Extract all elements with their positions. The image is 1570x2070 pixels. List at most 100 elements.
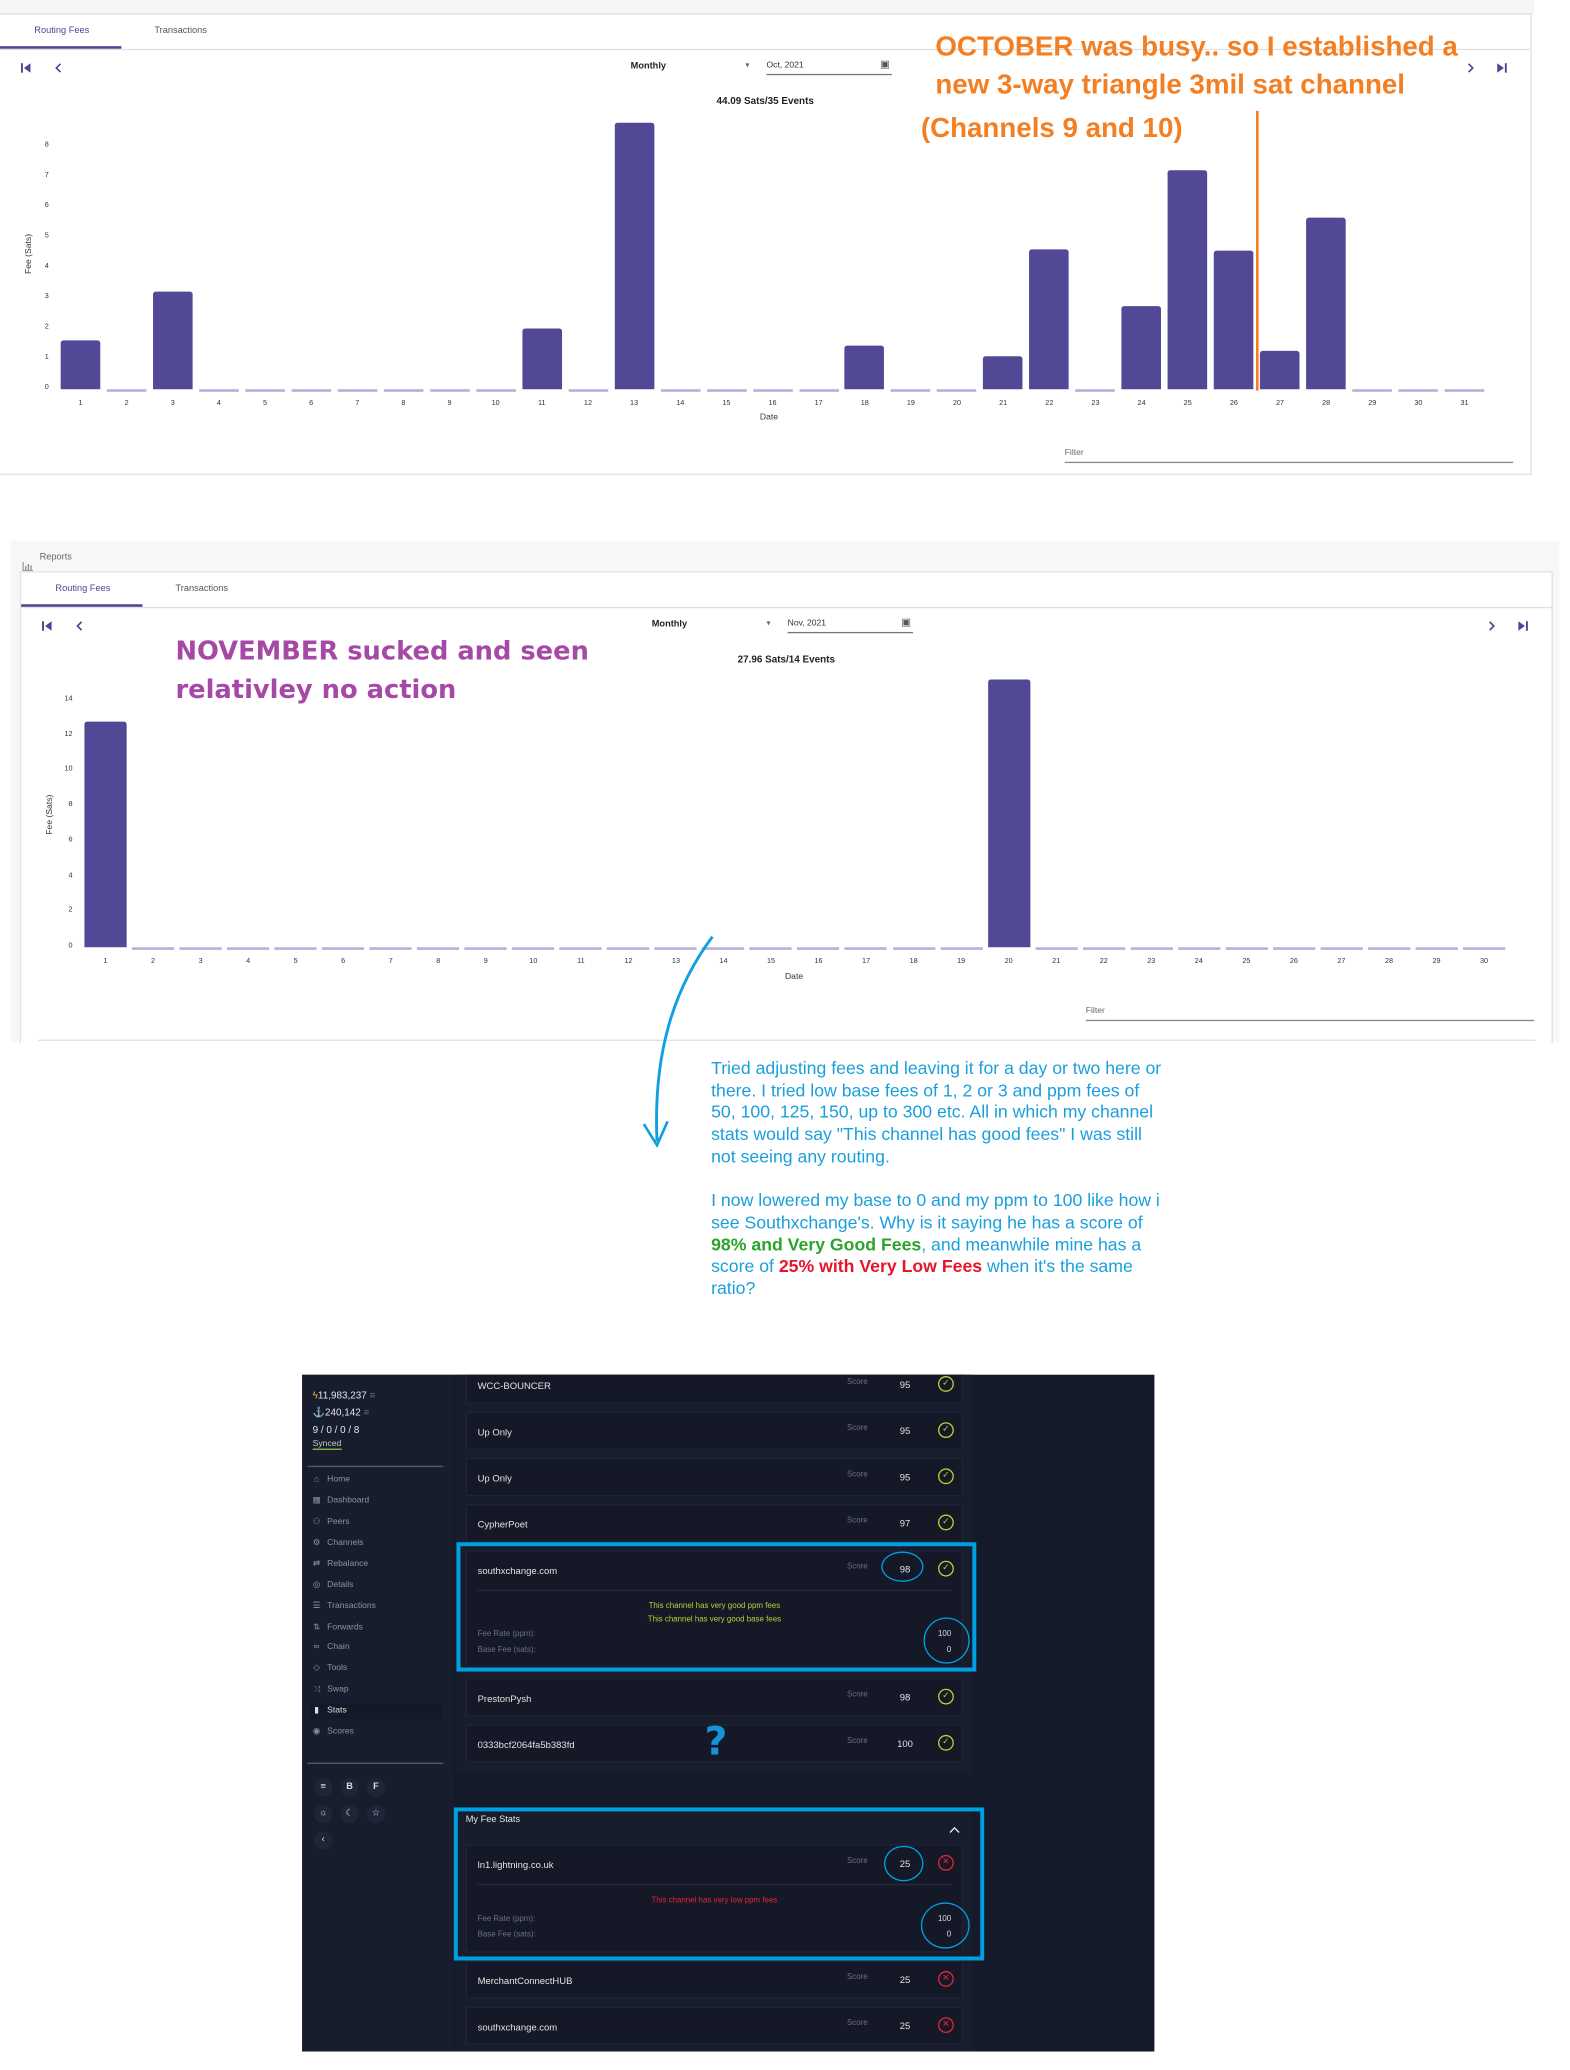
peer-score-row[interactable]: CypherPoet Score 97 ✓ (465, 1504, 964, 1543)
chevron-up-icon[interactable] (949, 1817, 961, 1834)
bar-day-4[interactable] (227, 947, 270, 950)
dropdown-arrow-icon[interactable]: ▾ (766, 620, 771, 628)
calendar-icon[interactable]: ▣ (879, 58, 890, 70)
bar-day-27[interactable] (1260, 351, 1300, 390)
bar-day-3[interactable] (152, 292, 193, 390)
bar-day-28[interactable] (1367, 947, 1411, 950)
bar-day-16[interactable] (752, 389, 793, 392)
bar-day-26[interactable] (1214, 251, 1254, 390)
bar-day-20[interactable] (937, 389, 977, 392)
bar-day-21[interactable] (1035, 947, 1078, 950)
bar-day-3[interactable] (179, 947, 222, 950)
bar-day-19[interactable] (891, 389, 931, 392)
first-page-icon[interactable] (41, 620, 53, 632)
peer-score-row[interactable]: southxchange.com Score 25 ✕ (465, 2006, 964, 2045)
sidebar-item-chain[interactable]: ∞ Chain (310, 1640, 442, 1656)
sidebar-item-dashboard[interactable]: ▦ Dashboard (310, 1493, 442, 1509)
bar-day-29[interactable] (1415, 947, 1458, 950)
tab-routing-fees[interactable]: Routing Fees (55, 584, 111, 594)
sidebar-item-details[interactable]: ◎ Details (310, 1578, 442, 1594)
bar-day-20[interactable] (987, 680, 1030, 948)
bar-day-13[interactable] (614, 122, 654, 390)
sidebar-item-peers[interactable]: ⚇ Peers (310, 1515, 442, 1531)
favorite-theme-button[interactable]: ☆ (366, 1804, 386, 1824)
bar-day-17[interactable] (844, 947, 888, 950)
prev-page-icon[interactable] (74, 620, 86, 632)
sidebar-item-tools[interactable]: ◇ Tools (310, 1661, 442, 1677)
bar-day-24[interactable] (1121, 305, 1162, 390)
bar-day-10[interactable] (475, 389, 516, 392)
bar-day-5[interactable] (245, 389, 285, 392)
sidebar-item-stats[interactable]: ▮ Stats (310, 1703, 442, 1720)
last-page-icon[interactable] (1517, 620, 1529, 632)
bar-day-24[interactable] (1177, 947, 1220, 950)
bar-day-31[interactable] (1444, 389, 1485, 392)
bar-day-11[interactable] (559, 947, 602, 950)
bar-day-14[interactable] (660, 389, 701, 392)
date-field[interactable]: Nov, 2021 (787, 619, 913, 634)
peer-score-row[interactable]: Up Only Score 95 ✓ (465, 1411, 964, 1450)
bar-day-1[interactable] (60, 340, 101, 390)
bar-day-28[interactable] (1306, 217, 1346, 390)
next-page-icon[interactable] (1464, 62, 1476, 74)
peer-score-row[interactable]: MerchantConnectHUB Score 25 ✕ (465, 1960, 964, 1999)
bar-day-7[interactable] (337, 389, 378, 392)
dropdown-arrow-icon[interactable]: ▾ (745, 62, 750, 70)
date-field[interactable]: Oct, 2021 (766, 61, 892, 76)
bar-day-12[interactable] (607, 947, 650, 950)
tab-routing-fees[interactable]: Routing Fees (34, 26, 90, 36)
period-select[interactable]: Monthly (651, 620, 688, 630)
sats-currency-button[interactable]: ≡ (313, 1778, 333, 1797)
tab-transactions[interactable]: Transactions (175, 584, 228, 594)
last-page-icon[interactable] (1496, 62, 1508, 74)
prev-page-icon[interactable] (53, 62, 65, 74)
sidebar-item-swap[interactable]: ⤨ Swap (310, 1682, 442, 1698)
bar-day-14[interactable] (702, 947, 745, 950)
calendar-icon[interactable]: ▣ (901, 616, 912, 628)
sidebar-item-transactions[interactable]: ☰ Transactions (310, 1599, 442, 1615)
bar-day-4[interactable] (199, 389, 239, 392)
bar-day-26[interactable] (1272, 947, 1316, 950)
bar-day-11[interactable] (522, 328, 562, 390)
bar-day-18[interactable] (844, 345, 885, 390)
period-select[interactable]: Monthly (630, 62, 667, 72)
bar-day-17[interactable] (798, 389, 839, 392)
bar-day-19[interactable] (940, 947, 983, 950)
bar-day-25[interactable] (1225, 947, 1268, 950)
bar-day-6[interactable] (291, 389, 331, 392)
bar-day-1[interactable] (84, 721, 127, 948)
bar-day-16[interactable] (797, 947, 840, 950)
bar-day-10[interactable] (512, 947, 555, 950)
sidebar-item-forwards[interactable]: ⇅ Forwards (310, 1620, 442, 1636)
bar-day-15[interactable] (749, 947, 793, 950)
bar-day-22[interactable] (1082, 947, 1125, 950)
sidebar-item-channels[interactable]: ⚙ Channels (310, 1536, 442, 1552)
bar-day-8[interactable] (383, 389, 424, 392)
bar-day-25[interactable] (1167, 170, 1208, 390)
sidebar-item-rebalance[interactable]: ⇄ Rebalance (310, 1557, 442, 1573)
sidebar-item-scores[interactable]: ◉ Scores (310, 1724, 442, 1740)
bar-day-8[interactable] (417, 947, 460, 950)
bar-day-2[interactable] (106, 389, 147, 392)
filter-input[interactable]: Filter (1064, 449, 1514, 464)
bar-day-12[interactable] (568, 389, 608, 392)
filter-input[interactable]: Filter (1085, 1007, 1535, 1022)
btc-currency-button[interactable]: B (340, 1778, 359, 1797)
bar-day-23[interactable] (1075, 389, 1116, 392)
bar-day-18[interactable] (892, 947, 935, 950)
sidebar-item-home[interactable]: ⌂ Home (310, 1472, 442, 1488)
first-page-icon[interactable] (20, 62, 32, 74)
bar-day-13[interactable] (654, 947, 698, 950)
bar-day-5[interactable] (274, 947, 317, 950)
bar-day-22[interactable] (1029, 249, 1070, 390)
bar-day-15[interactable] (706, 389, 747, 392)
peer-score-row[interactable]: Up Only Score 95 ✓ (465, 1457, 964, 1497)
next-page-icon[interactable] (1486, 620, 1498, 632)
bar-day-27[interactable] (1320, 947, 1363, 950)
peer-score-row[interactable]: 0333bcf2064fa5b383fd Score 100 ✓ (465, 1724, 964, 1763)
dark-theme-button[interactable]: ☾ (340, 1804, 359, 1824)
bar-day-30[interactable] (1398, 389, 1439, 392)
bar-day-23[interactable] (1130, 947, 1173, 950)
collapse-sidebar-button[interactable]: ‹ (313, 1831, 333, 1850)
fiat-currency-button[interactable]: F (366, 1778, 386, 1797)
